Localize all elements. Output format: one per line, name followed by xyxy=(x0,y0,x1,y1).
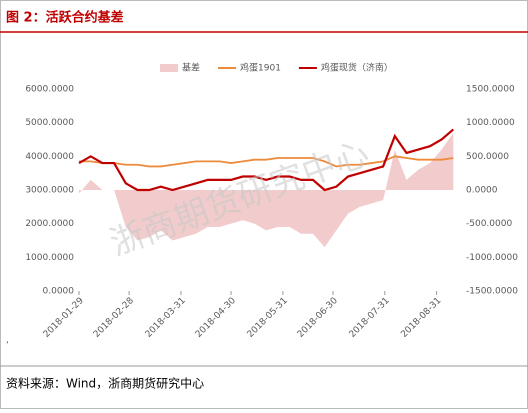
y2-tick-label: 1000.0000 xyxy=(466,118,515,128)
area xyxy=(79,132,454,248)
legend-label: 鸡蛋现货（济南） xyxy=(321,62,393,74)
y2-tick-label: 1500.0000 xyxy=(466,85,515,95)
y-tick-label: 6000.0000 xyxy=(25,85,74,95)
y-tick-label: 4000.0000 xyxy=(25,152,74,162)
y2-tick-label: -1500.0000 xyxy=(466,287,518,297)
y2-tick-label: 500.0000 xyxy=(466,152,509,162)
legend-label: 基差 xyxy=(182,62,200,74)
y-tick-label: 3000.0000 xyxy=(25,186,74,196)
y-tick-label: 0.0000 xyxy=(43,287,75,297)
line xyxy=(78,128,455,192)
legend-label: 鸡蛋1901 xyxy=(240,62,281,74)
y2-tick-label: -500.0000 xyxy=(466,219,512,229)
source: 资料来源：Wind，浙商期货研究中心 xyxy=(6,376,204,391)
y2-tick-label: -1000.0000 xyxy=(466,253,518,263)
chart-title: 图 2：活跃合约基差 xyxy=(6,10,124,26)
legend-swatch xyxy=(160,64,178,72)
note: , xyxy=(6,336,9,346)
y-tick-label: 1000.0000 xyxy=(25,253,74,263)
y-tick-label: 2000.0000 xyxy=(25,219,74,229)
y-tick-label: 5000.0000 xyxy=(25,118,74,128)
line xyxy=(79,155,454,168)
y2-tick-label: 0.0000 xyxy=(466,186,498,196)
